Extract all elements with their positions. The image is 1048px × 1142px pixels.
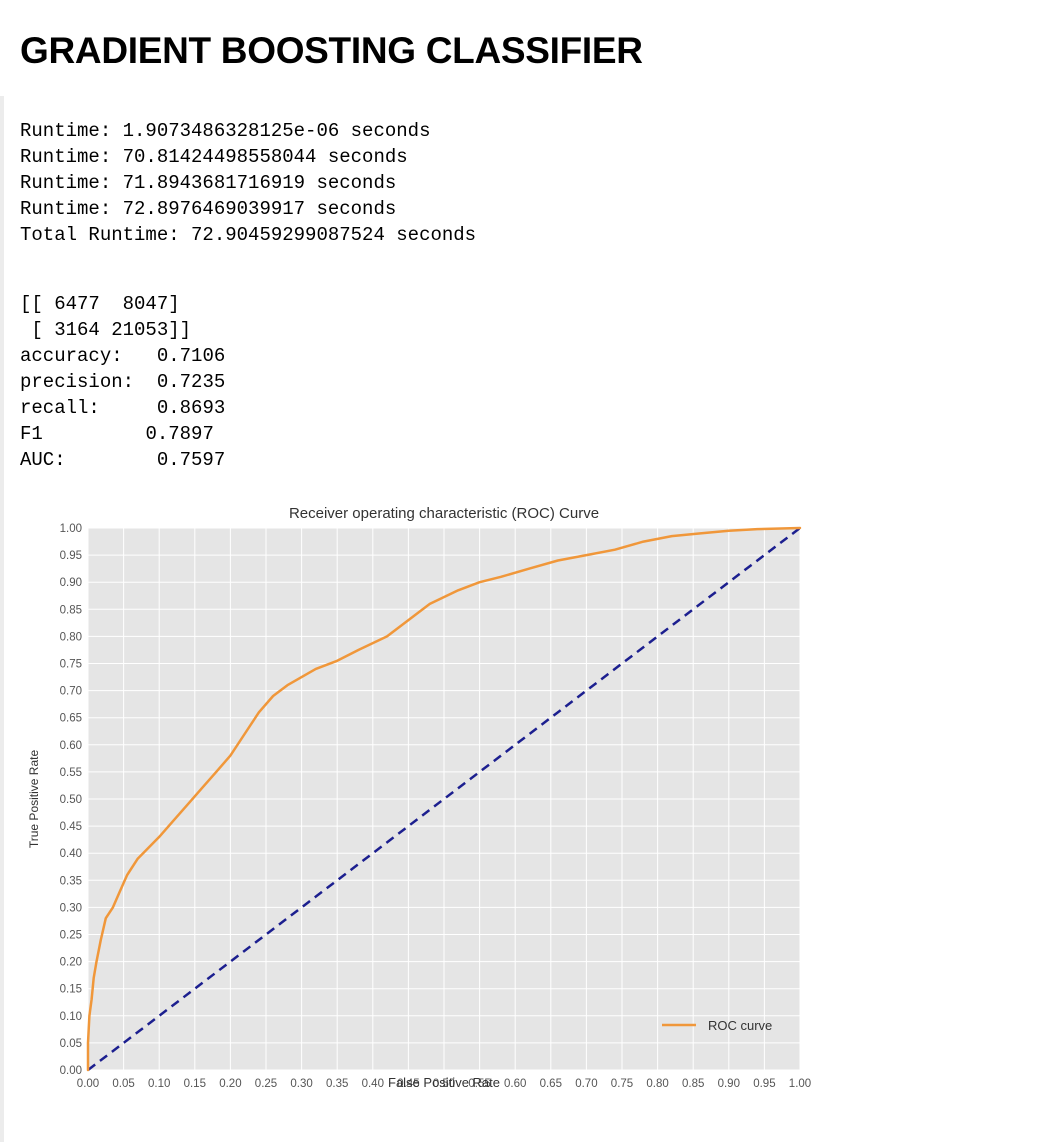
y-tick-label: 0.10 bbox=[60, 1011, 82, 1023]
metrics-output: [[ 6477 8047] [ 3164 21053]] accuracy: 0… bbox=[20, 291, 225, 473]
y-tick-label: 0.05 bbox=[60, 1038, 82, 1050]
x-tick-label: 1.00 bbox=[789, 1078, 811, 1090]
series-layer bbox=[86, 526, 802, 1072]
metric-value: 0.7897 bbox=[145, 423, 214, 445]
grid bbox=[87, 527, 801, 1071]
x-axis-label: False Positive Rate bbox=[388, 1075, 500, 1090]
page-title: GRADIENT BOOSTING CLASSIFIER bbox=[20, 30, 643, 71]
runtime-log: Runtime: 1.9073486328125e-06 seconds Run… bbox=[20, 118, 476, 248]
y-tick-label: 0.50 bbox=[60, 794, 82, 806]
x-tick-label: 0.25 bbox=[255, 1078, 277, 1090]
y-tick-label: 0.45 bbox=[60, 821, 82, 833]
x-tick-label: 0.55 bbox=[468, 1078, 490, 1090]
y-tick-label: 0.35 bbox=[60, 875, 82, 887]
x-tick-label: 0.45 bbox=[397, 1078, 419, 1090]
legend-label-roc: ROC curve bbox=[708, 1018, 772, 1033]
x-tick-label: 0.05 bbox=[112, 1078, 134, 1090]
metric-label: precision: bbox=[20, 371, 135, 393]
y-tick-label: 0.15 bbox=[60, 984, 82, 996]
x-tick-label: 0.40 bbox=[362, 1078, 384, 1090]
runtime-line: Runtime: 72.8976469039917 seconds bbox=[20, 198, 397, 220]
x-tick-label: 0.85 bbox=[682, 1078, 704, 1090]
metric-value: 0.7235 bbox=[156, 371, 226, 393]
y-tick-label: 0.70 bbox=[60, 686, 82, 698]
runtime-line: Runtime: 70.81424498558044 seconds bbox=[20, 146, 408, 168]
metric-label: recall: bbox=[20, 397, 100, 419]
y-tick-label: 0.20 bbox=[60, 957, 82, 969]
x-tick-label: 0.20 bbox=[219, 1078, 241, 1090]
y-tick-label: 0.75 bbox=[60, 659, 82, 671]
metric-value: 0.8693 bbox=[156, 397, 226, 419]
x-tick-label: 0.70 bbox=[575, 1078, 597, 1090]
y-tick-label: 0.85 bbox=[60, 604, 82, 616]
cell-gutter bbox=[0, 96, 4, 1142]
y-tick-label: 0.25 bbox=[60, 930, 82, 942]
y-tick-label: 0.55 bbox=[60, 767, 82, 779]
confusion-matrix-row: [[ 6477 8047] bbox=[20, 293, 180, 315]
y-tick-label: 0.40 bbox=[60, 848, 82, 860]
runtime-line: Runtime: 1.9073486328125e-06 seconds bbox=[20, 120, 431, 142]
x-tick-label: 0.35 bbox=[326, 1078, 348, 1090]
y-tick-label: 1.00 bbox=[60, 523, 82, 535]
total-runtime-line: Total Runtime: 72.90459299087524 seconds bbox=[20, 224, 477, 246]
legend: ROC curve bbox=[662, 1018, 772, 1033]
chart-title: Receiver operating characteristic (ROC) … bbox=[289, 505, 599, 522]
y-tick-label: 0.00 bbox=[60, 1065, 82, 1077]
y-tick-label: 0.30 bbox=[60, 902, 82, 914]
metric-label: F1 bbox=[20, 423, 43, 445]
metric-value: 0.7597 bbox=[156, 449, 226, 471]
roc-chart: Receiver operating characteristic (ROC) … bbox=[0, 490, 1048, 1100]
x-tick-label: 0.50 bbox=[433, 1078, 455, 1090]
confusion-matrix-row: [ 3164 21053]] bbox=[20, 319, 192, 341]
x-tick-label: 0.75 bbox=[611, 1078, 633, 1090]
x-tick-label: 0.60 bbox=[504, 1078, 526, 1090]
x-tick-label: 0.80 bbox=[646, 1078, 668, 1090]
y-tick-label: 0.90 bbox=[60, 577, 82, 589]
tick-labels: 0.00 0.05 0.10 0.15 0.20 0.25 0.30 0.35 0.40 0.45… bbox=[60, 523, 812, 1090]
metric-label: AUC: bbox=[20, 449, 66, 471]
x-tick-label: 0.00 bbox=[77, 1078, 99, 1090]
metric-value: 0.7106 bbox=[156, 345, 226, 367]
x-tick-label: 0.15 bbox=[184, 1078, 206, 1090]
metric-label: accuracy: bbox=[20, 345, 123, 367]
y-tick-label: 0.65 bbox=[60, 713, 82, 725]
y-tick-label: 0.95 bbox=[60, 550, 82, 562]
x-tick-label: 0.30 bbox=[290, 1078, 312, 1090]
y-tick-label: 0.60 bbox=[60, 740, 82, 752]
x-tick-label: 0.95 bbox=[753, 1078, 775, 1090]
x-tick-label: 0.10 bbox=[148, 1078, 170, 1090]
x-tick-label: 0.90 bbox=[718, 1078, 740, 1090]
y-axis-label: True Positive Rate bbox=[27, 750, 41, 849]
y-tick-label: 0.80 bbox=[60, 631, 82, 643]
roc-curve-line bbox=[86, 526, 802, 1072]
x-tick-label: 0.65 bbox=[540, 1078, 562, 1090]
runtime-line: Runtime: 71.8943681716919 seconds bbox=[20, 172, 397, 194]
roc-chart-svg: Receiver operating characteristic (ROC) … bbox=[27, 505, 812, 1090]
